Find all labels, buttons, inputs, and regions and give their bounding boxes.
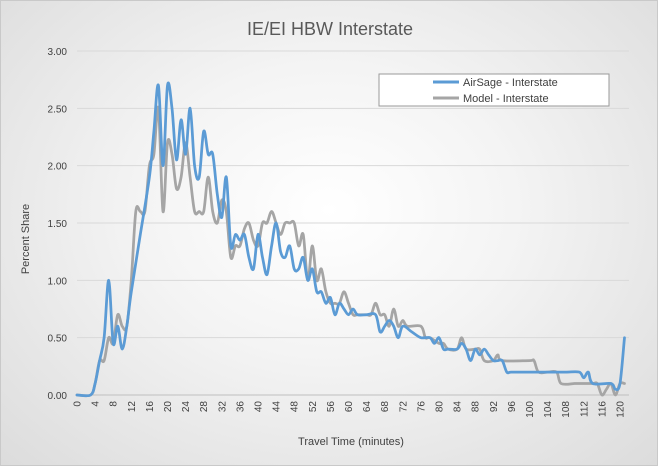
- x-tick-label: 116: [597, 401, 608, 417]
- x-tick-label: 72: [398, 401, 409, 413]
- x-tick-label: 96: [507, 401, 518, 413]
- x-tick-label: 108: [561, 401, 572, 418]
- y-axis-ticks: 0.00 0.50 1.00 1.50 2.00 2.50 3.00: [48, 47, 68, 402]
- x-tick-label: 20: [163, 401, 174, 413]
- legend-label-airsage: AirSage - Interstate: [463, 77, 558, 89]
- x-axis-ticks: 0 4 8 12 16 20 24 28 32 36 40 44 48 52 56 60 64 68 72 76 80 8…: [73, 401, 627, 418]
- y-tick-label: 1.00: [48, 276, 68, 287]
- legend-label-model: Model - Interstate: [463, 93, 549, 105]
- x-tick-label: 48: [290, 401, 301, 413]
- x-tick-label: 0: [73, 401, 84, 407]
- x-axis-title: Travel Time (minutes): [298, 436, 404, 448]
- y-tick-label: 1.50: [48, 219, 68, 230]
- x-tick-label: 56: [326, 401, 337, 413]
- x-tick-label: 32: [217, 401, 228, 413]
- legend: AirSage - Interstate Model - Interstate: [378, 73, 610, 107]
- y-axis-title: Percent Share: [20, 204, 32, 274]
- y-tick-label: 0.00: [48, 391, 68, 402]
- x-tick-label: 40: [253, 401, 264, 413]
- y-tick-label: 2.00: [48, 162, 68, 173]
- x-tick-label: 76: [416, 401, 427, 413]
- x-tick-label: 100: [525, 401, 536, 418]
- x-tick-label: 80: [434, 401, 445, 413]
- series-line-airsage: [75, 81, 626, 398]
- x-tick-label: 84: [453, 401, 464, 413]
- x-tick-label: 12: [127, 401, 138, 413]
- x-tick-label: 64: [362, 401, 373, 413]
- x-tick-label: 120: [615, 401, 626, 418]
- x-tick-label: 24: [181, 401, 192, 413]
- x-tick-label: 112: [579, 401, 590, 417]
- x-tick-label: 8: [109, 401, 120, 407]
- x-tick-label: 104: [543, 401, 554, 418]
- x-tick-label: 88: [471, 401, 482, 413]
- x-tick-label: 4: [91, 401, 102, 407]
- x-tick-label: 60: [344, 401, 355, 413]
- y-tick-label: 0.50: [48, 334, 68, 345]
- y-tick-label: 2.50: [48, 104, 68, 115]
- x-tick-label: 16: [145, 401, 156, 413]
- series-line-model: [75, 105, 626, 398]
- x-tick-label: 92: [489, 401, 500, 413]
- x-tick-label: 28: [199, 401, 210, 413]
- series-layer: [75, 81, 626, 398]
- x-tick-label: 52: [308, 401, 319, 413]
- chart-title: IE/EI HBW Interstate: [247, 19, 413, 39]
- y-tick-label: 3.00: [48, 47, 68, 58]
- x-tick-label: 68: [380, 401, 391, 413]
- x-tick-label: 36: [235, 401, 246, 413]
- legend-box: [378, 73, 610, 107]
- gridlines: [77, 50, 629, 396]
- x-tick-label: 44: [272, 401, 283, 413]
